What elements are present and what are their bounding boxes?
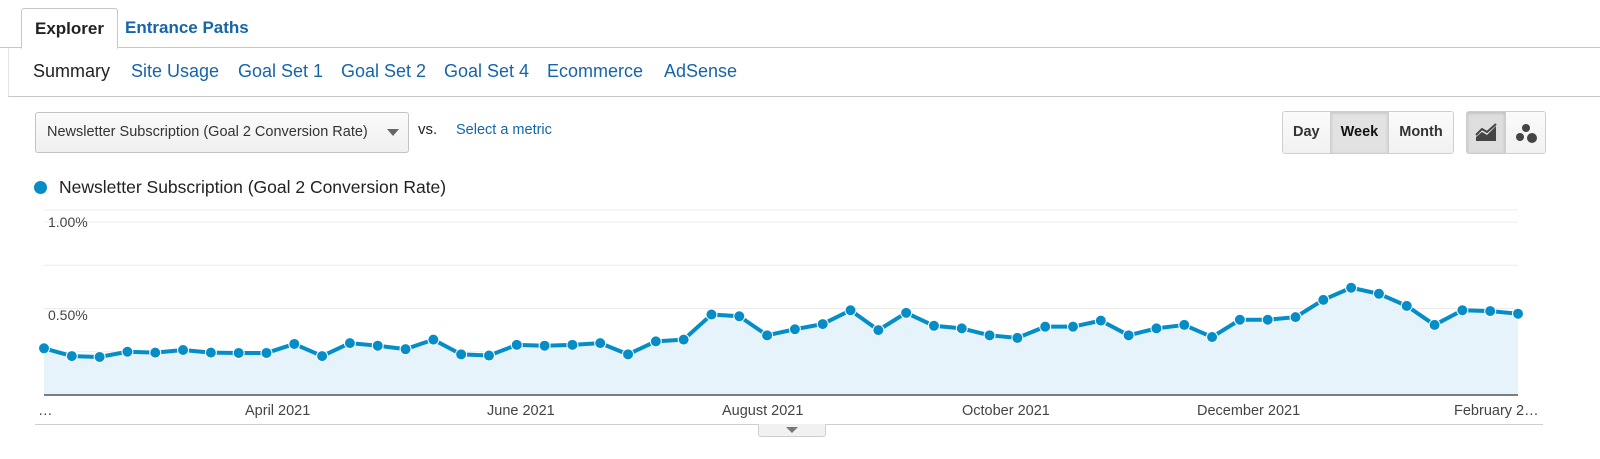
report-tab-bar: Explorer Entrance Paths: [0, 0, 1600, 49]
data-point: [1372, 287, 1385, 300]
subnav-adsense[interactable]: AdSense: [664, 61, 738, 81]
y-tick-label-mid: 0.50%: [48, 307, 88, 323]
data-point: [816, 318, 829, 331]
data-point: [482, 349, 495, 362]
subnav-goal-set-1[interactable]: Goal Set 1: [238, 61, 324, 81]
data-point: [622, 348, 635, 361]
chevron-down-icon: [786, 427, 798, 433]
chart-view-toggle: [1466, 111, 1546, 154]
data-point: [955, 322, 968, 335]
data-point: [427, 333, 440, 346]
data-point: [1178, 318, 1191, 331]
data-point: [649, 335, 662, 348]
motion-chart-button[interactable]: [1506, 112, 1545, 153]
data-point: [705, 308, 718, 321]
data-point: [1011, 331, 1024, 344]
x-tick-label: June 2021: [487, 403, 555, 419]
data-point: [761, 329, 774, 342]
data-point: [1428, 318, 1441, 331]
data-point: [65, 350, 78, 363]
line-chart-button[interactable]: [1467, 112, 1506, 153]
week-button[interactable]: Week: [1330, 112, 1390, 153]
data-point: [93, 350, 106, 363]
subnav-site-usage[interactable]: Site Usage: [131, 61, 220, 81]
data-point: [983, 329, 996, 342]
data-point: [121, 345, 134, 358]
data-point: [177, 344, 190, 357]
chevron-down-icon: [387, 129, 399, 136]
select-metric-link[interactable]: Select a metric: [456, 122, 552, 138]
x-tick-label: …: [38, 403, 53, 419]
data-point: [844, 304, 857, 317]
line-chart-icon: [1475, 122, 1497, 141]
data-point: [204, 346, 217, 359]
data-point: [566, 338, 579, 351]
subnav-summary[interactable]: Summary: [33, 61, 111, 81]
data-point: [927, 319, 940, 332]
x-tick-label: August 2021: [722, 403, 804, 419]
data-point: [1456, 304, 1469, 317]
data-point: [1512, 307, 1524, 320]
data-point: [594, 337, 607, 350]
data-point: [1039, 320, 1052, 333]
data-point: [343, 337, 356, 350]
data-point: [1094, 314, 1107, 327]
period-toggle: Day Week Month: [1282, 111, 1454, 154]
x-tick-label: December 2021: [1197, 403, 1301, 419]
y-tick-label-top: 1.00%: [48, 214, 88, 230]
data-point: [455, 348, 468, 361]
month-button[interactable]: Month: [1389, 112, 1453, 153]
data-point: [1400, 299, 1413, 312]
tab-explorer[interactable]: Explorer: [21, 8, 118, 49]
metric-dropdown-value: Newsletter Subscription (Goal 2 Conversi…: [47, 124, 368, 140]
data-point: [1289, 311, 1302, 324]
data-point: [872, 324, 885, 337]
data-point: [1206, 331, 1219, 344]
line-chart: [38, 209, 1524, 396]
data-point: [260, 346, 273, 359]
chart-expand-handle[interactable]: [758, 424, 826, 437]
data-point: [1484, 305, 1497, 318]
data-point: [232, 346, 245, 359]
x-tick-label: April 2021: [245, 403, 311, 419]
data-point: [538, 339, 551, 352]
data-point: [1122, 329, 1135, 342]
data-point: [149, 346, 162, 359]
data-point: [1150, 322, 1163, 335]
data-point: [1233, 313, 1246, 326]
data-point: [1067, 320, 1080, 333]
day-button[interactable]: Day: [1283, 112, 1331, 153]
x-tick-label: October 2021: [962, 403, 1050, 419]
vs-label: vs.: [418, 121, 438, 138]
legend-label: Newsletter Subscription (Goal 2 Conversi…: [59, 176, 447, 197]
data-point: [1261, 313, 1274, 326]
tab-entrance-paths[interactable]: Entrance Paths: [125, 18, 249, 37]
data-point: [399, 343, 412, 356]
data-point: [1317, 293, 1330, 306]
explorer-subnav: Summary Site Usage Goal Set 1 Goal Set 2…: [8, 48, 1600, 97]
motion-chart-icon: [1515, 123, 1537, 143]
data-point: [371, 339, 384, 352]
data-point: [1345, 281, 1358, 294]
data-point: [900, 306, 913, 319]
data-point: [677, 333, 690, 346]
data-point: [38, 342, 50, 355]
subnav-ecommerce[interactable]: Ecommerce: [547, 61, 644, 81]
chart-legend: Newsletter Subscription (Goal 2 Conversi…: [34, 177, 446, 197]
data-point: [288, 337, 301, 350]
series-color-swatch: [34, 180, 47, 194]
data-point: [788, 323, 801, 336]
subnav-goal-set-4[interactable]: Goal Set 4: [444, 61, 530, 81]
x-tick-label: February 2…: [1454, 403, 1539, 419]
series-area: [44, 287, 1518, 395]
data-point: [733, 310, 746, 323]
data-point: [316, 350, 329, 363]
subnav-goal-set-2[interactable]: Goal Set 2: [341, 61, 427, 81]
data-point: [510, 338, 523, 351]
metric-dropdown[interactable]: Newsletter Subscription (Goal 2 Conversi…: [35, 112, 409, 153]
